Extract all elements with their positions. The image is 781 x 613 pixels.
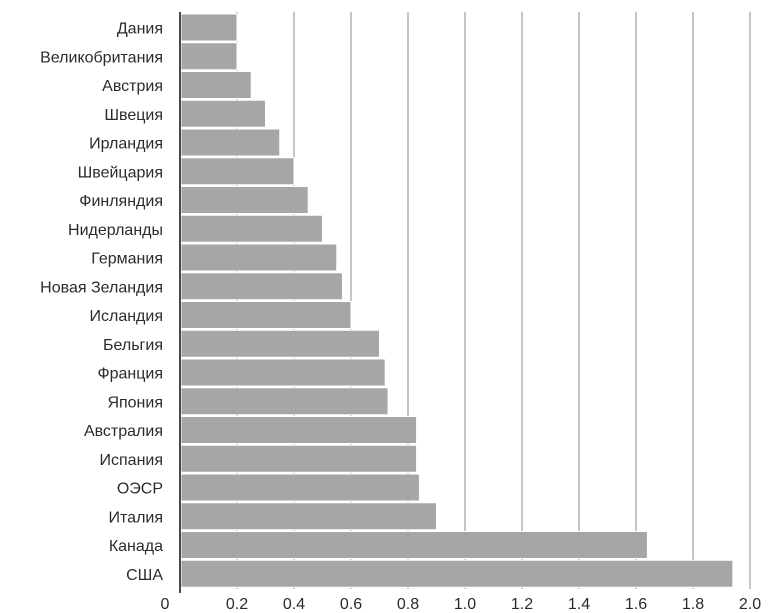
bar <box>180 13 238 42</box>
x-tick-label: 1.4 <box>568 596 590 613</box>
category-label: Новая Зеландия <box>40 279 163 296</box>
bar <box>180 272 343 301</box>
x-tick-labels: 0 0.2 0.4 0.6 0.8 1.0 1.2 1.4 1.6 1.8 2.0 <box>161 596 762 613</box>
bar <box>180 473 420 502</box>
bar <box>180 157 295 186</box>
category-label: Дания <box>117 21 163 38</box>
bar <box>180 358 386 387</box>
category-label: Австрия <box>102 78 163 95</box>
category-label: Исландия <box>89 308 163 325</box>
bar <box>180 99 266 128</box>
category-labels: Дания Великобритания Австрия Швеция Ирландия… <box>40 21 163 584</box>
category-label: Япония <box>107 394 163 411</box>
bar <box>180 416 418 444</box>
bar <box>180 329 380 358</box>
bar <box>180 42 238 71</box>
bar <box>180 559 734 588</box>
bar <box>180 301 352 329</box>
bar <box>180 502 437 531</box>
category-label: Австралия <box>84 423 163 440</box>
bar <box>180 387 389 416</box>
x-tick-label: 1.8 <box>682 596 704 613</box>
category-label: Франция <box>97 366 163 383</box>
bar <box>180 444 418 473</box>
category-label: Швейцария <box>78 164 163 181</box>
category-label: Великобритания <box>40 49 163 66</box>
category-label: Финляндия <box>79 193 163 210</box>
x-tick-label: 0.2 <box>226 596 248 613</box>
category-label: Канада <box>109 538 163 555</box>
category-label: Нидерланды <box>68 222 163 239</box>
bar <box>180 186 309 214</box>
x-tick-label: 1.6 <box>625 596 647 613</box>
category-label: Германия <box>91 251 163 268</box>
bar <box>180 243 338 272</box>
category-label: Италия <box>109 509 163 526</box>
x-tick-label: 0.8 <box>397 596 419 613</box>
bar <box>180 128 281 157</box>
x-tick-label: 0 <box>161 596 170 613</box>
x-tick-label: 0.6 <box>340 596 362 613</box>
x-tick-label: 1.2 <box>511 596 533 613</box>
bar <box>180 214 323 243</box>
x-tick-label: 2.0 <box>739 596 761 613</box>
x-tick-label: 0.4 <box>283 596 305 613</box>
grid-lines <box>236 12 751 589</box>
x-tick-label: 1.0 <box>454 596 476 613</box>
bar <box>180 71 252 99</box>
category-label: Швеция <box>104 107 163 124</box>
category-label: Ирландия <box>89 136 163 153</box>
bar <box>180 531 648 559</box>
category-label: ОЭСР <box>117 481 163 498</box>
category-label: Испания <box>100 452 164 469</box>
category-label: Бельгия <box>103 337 163 354</box>
bars <box>180 13 734 588</box>
category-label: США <box>126 567 163 584</box>
